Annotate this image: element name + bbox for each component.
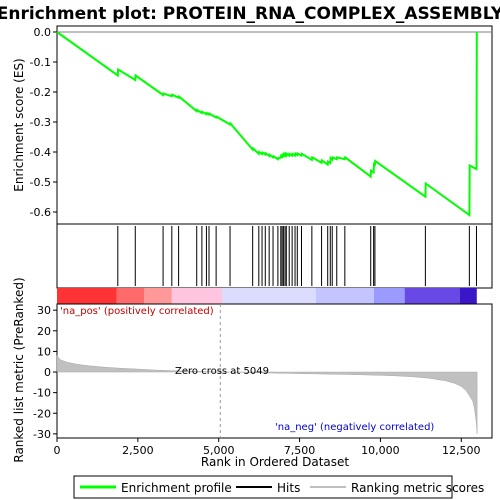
x-tick-label: 5,000: [203, 444, 235, 457]
es-y-tick-label: 0.0: [34, 26, 52, 39]
color-band-segment: [116, 288, 145, 304]
color-band-segment: [459, 288, 477, 304]
pos-annotation: 'na_pos' (positively correlated): [60, 306, 214, 317]
legend-label-metric: Ranking metric scores: [351, 481, 484, 495]
legend-label-hits: Hits: [277, 481, 300, 495]
x-tick-label: 10,000: [361, 444, 400, 457]
color-band-segment: [57, 288, 117, 304]
enrichment-profile-line: [56, 31, 478, 217]
x-tick-label: 2,500: [122, 444, 154, 457]
x-axis: 0 2,500 5,000 7,500 10,000 12,500: [54, 438, 481, 457]
metric-y-tick-label: 20: [37, 325, 51, 338]
es-y-tick-label: -0.5: [30, 176, 51, 189]
x-axis-label: Rank in Ordered Dataset: [201, 455, 349, 469]
metric-y-tick-label: 10: [37, 345, 51, 358]
color-band-segment: [373, 288, 405, 304]
metric-y-tick-label: 30: [37, 304, 51, 317]
color-band-segment: [144, 288, 172, 304]
metric-ylabel: Ranked list metric (PreRanked): [12, 277, 26, 462]
es-y-tick-label: -0.3: [30, 116, 51, 129]
es-y-tick-label: -0.2: [30, 86, 51, 99]
es-y-tick-label: -0.1: [30, 56, 51, 69]
es-y-tick-label: -0.4: [30, 146, 51, 159]
x-tick-label: 12,500: [442, 444, 481, 457]
metric-y-axis: 30 20 10 0 -10 -20 -30: [33, 304, 57, 441]
es-panel: 0.0 -0.1 -0.2 -0.3 -0.4 -0.5 -0.6 Enrichment s…: [12, 25, 493, 225]
es-y-axis: 0.0 -0.1 -0.2 -0.3 -0.4 -0.5 -0.6: [30, 26, 57, 219]
zero-cross-annotation: Zero cross at 5049: [175, 366, 269, 377]
metric-y-tick-label: -10: [33, 387, 51, 400]
metric-y-tick-label: -30: [33, 428, 51, 441]
hit-markers: [117, 226, 477, 286]
es-ylabel: Enrichment score (ES): [12, 58, 26, 191]
hits-panel: [56, 223, 493, 289]
hits-frame: [56, 223, 493, 289]
legend-label-enrichment: Enrichment profile: [121, 481, 232, 495]
es-y-tick-label: -0.6: [30, 206, 51, 219]
neg-annotation: 'na_neg' (negatively correlated): [275, 422, 434, 433]
metric-y-tick-label: 0: [44, 366, 51, 379]
chart-title: Enrichment plot: PROTEIN_RNA_COMPLEX_ASS…: [0, 4, 500, 24]
ranking-metric-area: [56, 354, 478, 434]
x-tick-label: 0: [54, 444, 61, 457]
es-frame: [56, 25, 493, 225]
color-band-segment: [315, 288, 374, 304]
legend: Enrichment profile Hits Ranking metric s…: [73, 475, 484, 499]
metric-panel: 30 20 10 0 -10 -20 -30 'na_pos' (positively co…: [12, 277, 493, 463]
rank-color-band: [57, 288, 477, 304]
x-tick-label: 7,500: [284, 444, 316, 457]
color-band-segment: [404, 288, 460, 304]
color-band-segment: [171, 288, 222, 304]
metric-y-tick-label: -20: [33, 407, 51, 420]
color-band-segment: [221, 288, 316, 304]
